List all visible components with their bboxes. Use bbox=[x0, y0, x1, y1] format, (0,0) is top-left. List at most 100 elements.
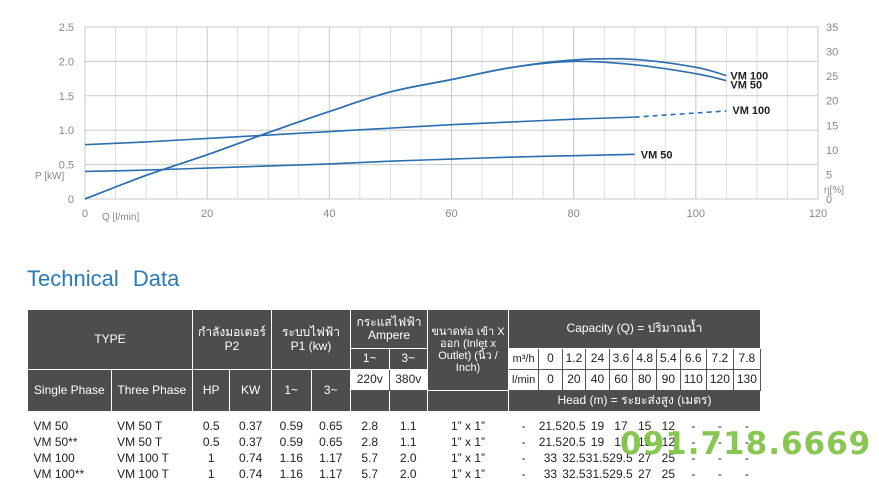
lmin-3: 60 bbox=[608, 369, 634, 391]
model-single: VM 100** bbox=[33, 467, 85, 481]
head-cell: - bbox=[691, 467, 696, 481]
m3h-6: 6.6 bbox=[679, 348, 707, 370]
three-phase-header: Three Phase bbox=[110, 369, 194, 412]
table-row: VM 50** VM 50 T 0.5 0.37 0.59 0.65 2.8 1.1 1” x … bbox=[28, 434, 761, 450]
hp-header: HP bbox=[191, 369, 231, 412]
p1-1ph-header: 1~ bbox=[271, 369, 312, 412]
phone-watermark: 091.718.6669 bbox=[620, 426, 872, 462]
head-cell: 27 bbox=[637, 451, 652, 465]
head-cell: - bbox=[691, 419, 696, 433]
y-right-tick-label: 0 bbox=[826, 194, 832, 206]
m3h-label: m³/h bbox=[507, 348, 540, 370]
lmin-label: l/min bbox=[507, 369, 540, 391]
supply-header: ระบบไฟฟ้า P1 (kw) bbox=[271, 309, 351, 370]
head-cell: 32.5 bbox=[562, 467, 586, 481]
pipe-size-cell: 1” x 1” bbox=[450, 435, 485, 449]
x-axis-label: Q [l/min] bbox=[102, 212, 139, 223]
model-single: VM 100 bbox=[33, 451, 75, 465]
head-cell: 33 bbox=[543, 451, 558, 465]
model-single: VM 50 bbox=[33, 419, 69, 433]
y-left-tick-label: 2.0 bbox=[59, 56, 74, 68]
head-cell: 29.5 bbox=[609, 467, 633, 481]
p1-3ph-cell: 1.17 bbox=[319, 467, 343, 481]
head-cell: - bbox=[691, 451, 696, 465]
y-left-tick-label: 0.5 bbox=[59, 160, 74, 172]
lmin-2: 40 bbox=[585, 369, 610, 391]
m3h-4: 4.8 bbox=[632, 348, 658, 370]
head-cell: 19 bbox=[590, 419, 605, 433]
head-cell: - bbox=[521, 467, 526, 481]
m3h-5: 5.4 bbox=[656, 348, 681, 370]
v220-header: 220v bbox=[350, 369, 390, 391]
head-cell: 12 bbox=[661, 435, 676, 449]
head-cell: 21.5 bbox=[538, 419, 563, 433]
head-cell: 25 bbox=[661, 467, 676, 481]
model-three: VM 50 T bbox=[117, 419, 163, 433]
series-label: VM 100 bbox=[732, 105, 770, 117]
head-cell: 27 bbox=[637, 467, 652, 481]
amp-3ph-cell: 1.1 bbox=[399, 419, 417, 433]
head-cell: - bbox=[744, 451, 749, 465]
y-left-axis-label: P [kW] bbox=[35, 171, 64, 182]
amp-1ph-cell: 2.8 bbox=[361, 435, 379, 449]
y-right-tick-label: 25 bbox=[826, 71, 838, 83]
capacity-header: Capacity (Q) = ปริมาณน้ำ bbox=[508, 309, 761, 349]
m3h-2: 24 bbox=[585, 348, 610, 370]
hp-cell: 1 bbox=[207, 451, 215, 465]
model-single: VM 50** bbox=[33, 435, 78, 449]
head-cell: 33 bbox=[543, 467, 558, 481]
series-label: VM 50 bbox=[730, 80, 762, 92]
lmin-8: 130 bbox=[732, 369, 761, 391]
x-tick-label: 0 bbox=[82, 208, 88, 220]
p1-3ph-cell: 0.65 bbox=[319, 435, 343, 449]
amp-1ph-cell: 5.7 bbox=[361, 467, 379, 481]
series-line-vm-50 bbox=[84, 60, 727, 200]
amp-1ph-cell: 2.8 bbox=[361, 419, 379, 433]
series-label: VM 50 bbox=[641, 149, 673, 161]
head-cell: 17 bbox=[614, 419, 628, 433]
model-three: VM 50 T bbox=[117, 435, 163, 449]
y-right-tick-label: 10 bbox=[826, 145, 838, 157]
p1-3ph-cell: 1.17 bbox=[319, 451, 343, 465]
series-line-vm-50 bbox=[84, 153, 635, 173]
kw-cell: 0.37 bbox=[239, 435, 263, 449]
head-cell: 20.5 bbox=[562, 435, 586, 449]
y-right-tick-label: 35 bbox=[826, 22, 838, 34]
amp-3ph-cell: 1.1 bbox=[399, 435, 417, 449]
x-tick-label: 120 bbox=[809, 208, 827, 220]
p1-1ph-cell: 1.16 bbox=[279, 451, 303, 465]
v380-header: 380v bbox=[388, 369, 428, 391]
head-cell: 20.5 bbox=[562, 419, 586, 433]
head-cell: 25 bbox=[661, 451, 676, 465]
y-left-tick-label: 2.5 bbox=[59, 22, 74, 34]
head-cell: - bbox=[744, 419, 749, 433]
lmin-7: 120 bbox=[705, 369, 734, 391]
head-cell: 15 bbox=[637, 419, 652, 433]
lmin-6: 110 bbox=[679, 369, 707, 391]
m3h-8: 7.8 bbox=[732, 348, 761, 370]
head-cell: 19 bbox=[590, 435, 605, 449]
p1-1ph-cell: 0.59 bbox=[279, 419, 303, 433]
single-phase-header: Single Phase bbox=[27, 369, 112, 412]
p1-3ph-cell: 0.65 bbox=[319, 419, 343, 433]
amp-3ph-cell: 2.0 bbox=[399, 451, 417, 465]
series-line-dashed bbox=[634, 110, 727, 118]
table-row: VM 100** VM 100 T 1 0.74 1.16 1.17 5.7 2.0 1” x … bbox=[28, 466, 761, 482]
lmin-4: 80 bbox=[632, 369, 658, 391]
head-cell: - bbox=[521, 435, 526, 449]
head-cell: 32.5 bbox=[562, 451, 586, 465]
pipe-size-cell: 1” x 1” bbox=[450, 451, 485, 465]
head-cell: - bbox=[744, 467, 749, 481]
m3h-1: 1.2 bbox=[561, 348, 587, 370]
hp-cell: 1 bbox=[207, 467, 215, 481]
y-right-tick-label: 30 bbox=[826, 47, 838, 59]
head-cell: - bbox=[717, 451, 722, 465]
head-cell: - bbox=[717, 467, 722, 481]
kw-cell: 0.74 bbox=[239, 451, 263, 465]
y-left-tick-label: 1.0 bbox=[59, 125, 74, 137]
hp-cell: 0.5 bbox=[202, 419, 220, 433]
x-tick-label: 100 bbox=[687, 208, 705, 220]
lmin-1: 20 bbox=[561, 369, 587, 391]
head-cell: - bbox=[717, 419, 722, 433]
y-right-tick-label: 5 bbox=[826, 169, 832, 181]
